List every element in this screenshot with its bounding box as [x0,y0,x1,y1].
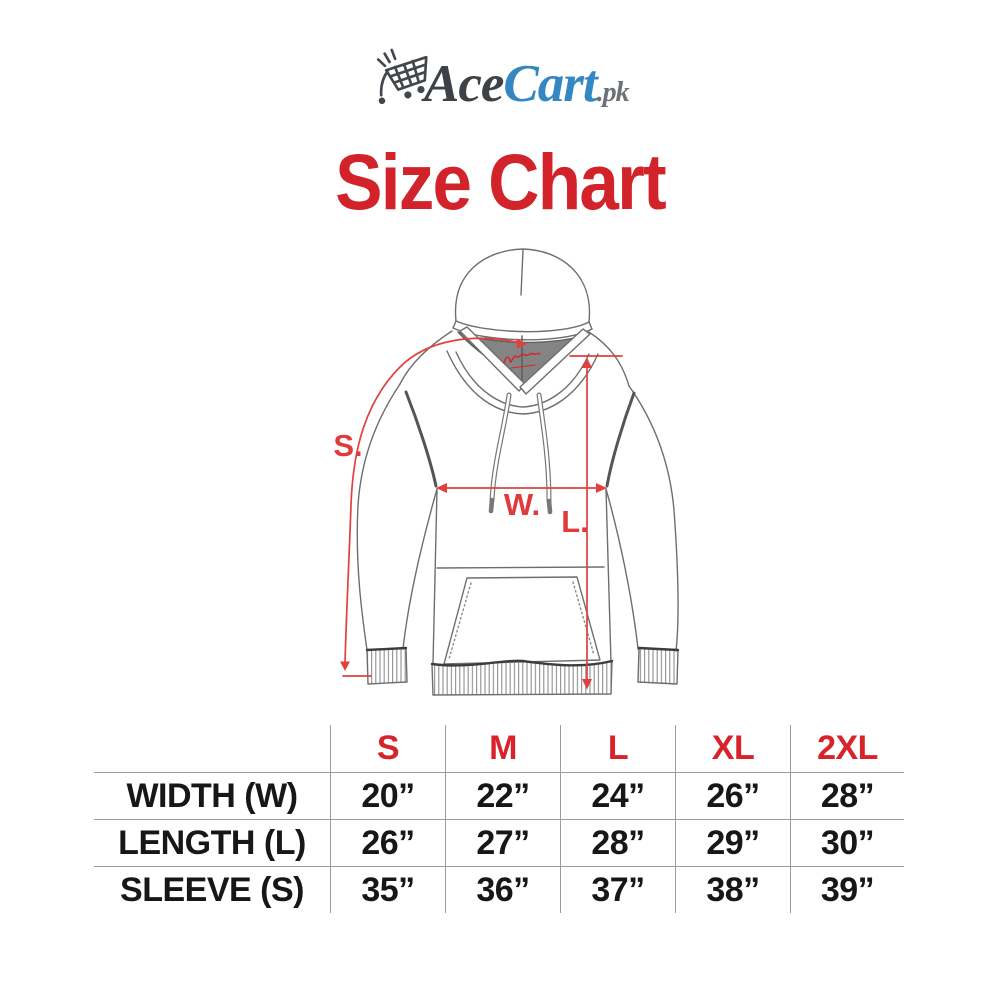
cell-sleeve-l: 37” [560,866,675,913]
col-header-m: M [445,725,560,772]
arrowhead [582,357,592,368]
arrowhead [516,338,527,349]
sleeve-measure-label: S. [333,428,362,463]
cell-sleeve-m: 36” [445,866,560,913]
hood-brand-script [503,352,541,369]
cell-length-xl: 29” [675,819,790,866]
width-measure-label: W. [504,487,540,522]
cell-length-2xl: 30” [790,819,904,866]
brand-name-cart: Cart [503,55,597,113]
shopping-cart-icon [376,48,428,105]
garment-outline [356,248,680,696]
row-label-sleeve: SLEEVE (S) [94,866,330,913]
table-corner-cell [94,725,330,772]
row-label-width: WIDTH (W) [94,772,330,819]
cell-sleeve-s: 35” [330,866,445,913]
col-header-xl: XL [675,725,790,772]
cell-width-2xl: 28” [790,772,904,819]
cell-sleeve-xl: 38” [675,866,790,913]
row-label-length: LENGTH (L) [94,819,330,866]
arrowhead [436,483,447,493]
arrowhead [340,661,350,671]
col-header-s: S [330,725,445,772]
cell-length-s: 26” [330,819,445,866]
col-header-l: L [560,725,675,772]
cell-width-s: 20” [330,772,445,819]
measurement-annotations [340,337,623,690]
arrowhead [596,483,607,493]
cell-width-xl: 26” [675,772,790,819]
size-table: S M L XL 2XL WIDTH (W) 20” 22” 24” 26” 2… [94,725,904,913]
arrowhead [582,679,592,690]
brand-name-ace: Ace [424,55,504,113]
length-measure-label: L. [561,504,589,539]
brand-domain-suffix: .pk [596,77,630,108]
cell-length-l: 28” [560,819,675,866]
cell-width-l: 24” [560,772,675,819]
page-title: Size Chart [335,137,666,226]
brand-logo: AceCart.pk [424,55,630,119]
col-header-2xl: 2XL [790,725,904,772]
cell-length-m: 27” [445,819,560,866]
cell-width-m: 22” [445,772,560,819]
cell-sleeve-2xl: 39” [790,866,904,913]
